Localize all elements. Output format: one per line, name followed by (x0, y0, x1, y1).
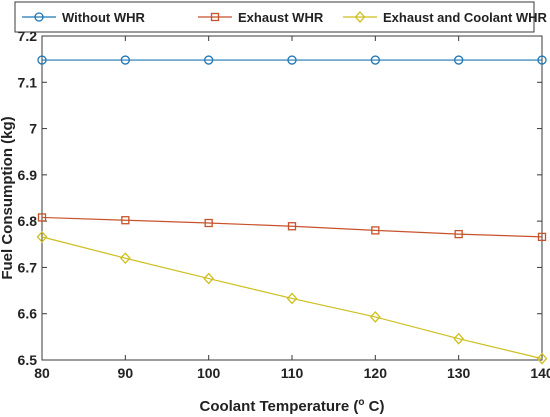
series-2-point (203, 272, 215, 285)
series-0-point (537, 55, 547, 65)
series-1-point (454, 229, 463, 239)
legend-swatch-marker (354, 11, 366, 23)
legend-label: Exhaust and Coolant WHR (383, 10, 548, 25)
legend-swatch-marker (34, 12, 44, 22)
y-tick-label: 7 (29, 121, 37, 137)
axis-ticks: 80 90 100 110 120 130 1406.56.66.76.86.977.17.… (18, 28, 550, 381)
legend: Without WHR Exhaust WHR Exhaust and Coolan… (14, 1, 548, 33)
x-tick-label: 140 (530, 365, 550, 381)
y-tick-label: 6.9 (18, 167, 38, 183)
x-axis-label: Coolant Temperature (o C) (199, 397, 384, 415)
plot-area (41, 35, 543, 361)
series-1-point (371, 226, 380, 235)
series-0-point (287, 55, 297, 65)
series-0-point (454, 55, 464, 65)
legend-swatch-marker (210, 12, 220, 22)
series-2-point (536, 352, 548, 365)
series-1-point (37, 213, 47, 222)
series-2-point (36, 230, 48, 243)
x-tick-label: 120 (364, 365, 388, 381)
series-0-point (120, 55, 130, 65)
y-axis-label: Fuel Consumption (kg) (0, 116, 16, 279)
y-tick-label: 6.6 (18, 306, 38, 322)
series-0-point (370, 55, 380, 65)
series-0-point (204, 55, 214, 65)
series-1-point (537, 232, 547, 242)
legend-label: Without WHR (62, 10, 146, 25)
series-0-point (37, 55, 47, 65)
x-tick-label: 100 (197, 365, 221, 381)
legend-label: Exhaust WHR (238, 10, 324, 25)
x-tick-label: 110 (281, 365, 304, 381)
y-tick-label: 6.7 (18, 259, 38, 275)
y-tick-label: 6.5 (18, 352, 38, 368)
series-line-2 (41, 236, 543, 360)
x-tick-label: 80 (34, 365, 50, 381)
series-2-point (369, 310, 381, 323)
series-1-point (287, 222, 297, 231)
x-tick-label: 130 (447, 365, 471, 381)
series-1-point (204, 218, 213, 228)
series-2-point (286, 292, 298, 305)
series-markers (36, 55, 548, 365)
series-2-point (119, 252, 131, 265)
legend-box (14, 1, 535, 33)
series-line-1 (41, 216, 543, 238)
series-lines (41, 59, 543, 360)
series-2-point (453, 332, 465, 345)
x-tick-label: 90 (118, 365, 134, 381)
y-tick-label: 7.1 (18, 74, 38, 90)
y-tick-label: 6.8 (18, 213, 38, 229)
series-1-point (121, 216, 130, 225)
